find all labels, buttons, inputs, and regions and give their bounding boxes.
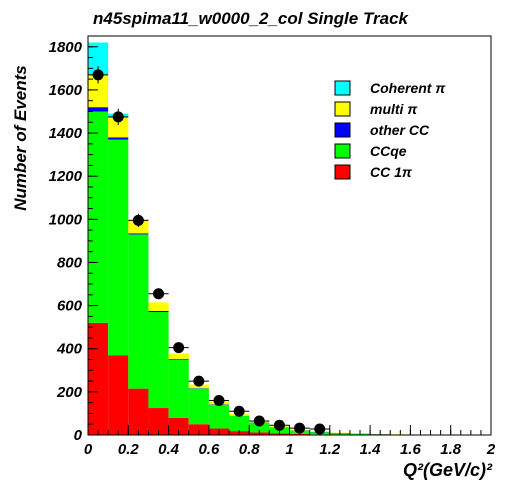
bar-segment	[108, 355, 129, 435]
bar-segment	[88, 74, 109, 108]
data-point	[112, 111, 124, 123]
x-tick-label: 1.2	[319, 441, 341, 458]
bar-segment	[168, 417, 189, 435]
bar-segment	[128, 234, 149, 389]
legend-label: Coherent π	[370, 80, 446, 96]
data-points	[88, 66, 330, 435]
y-tick-label: 400	[56, 341, 83, 358]
y-tick-label: 1000	[49, 211, 83, 228]
y-tick-label: 600	[57, 298, 83, 315]
y-tick-label: 1400	[49, 125, 83, 142]
y-tick-label: 0	[74, 427, 83, 444]
data-point	[153, 288, 165, 300]
axes: 0 0.2 0.4 0.6 0.8 1 1.2 1.4 1.6 1.8 2 0 200 400 600 800…	[49, 35, 496, 458]
bar-segment	[88, 322, 109, 435]
x-axis-label: Q²(GeV/c)²	[403, 460, 493, 480]
x-tick-label: 0.8	[239, 441, 261, 458]
bar-segment	[148, 312, 169, 409]
data-point	[273, 419, 285, 431]
legend-label: CC 1π	[370, 164, 413, 180]
bar-segment	[208, 404, 230, 429]
bar-segment	[108, 139, 129, 356]
legend-label: multi π	[370, 101, 418, 117]
legend-swatch	[334, 164, 351, 180]
bar-segment	[168, 359, 189, 418]
bar-segment	[148, 302, 169, 311]
x-tick-label: 1	[285, 441, 293, 458]
legend-swatch	[334, 143, 351, 159]
y-tick-label: 200	[56, 384, 83, 401]
legend-swatch	[334, 80, 351, 96]
chart-title: n45spima11_w0000_2_col Single Track	[93, 9, 410, 28]
data-point	[173, 342, 185, 354]
data-point	[314, 423, 326, 435]
x-tick-label: 0.6	[198, 441, 220, 458]
data-point	[132, 214, 144, 226]
bar-segment	[249, 422, 270, 433]
x-tick-label: 1.8	[440, 441, 462, 458]
x-tick-label: 1.4	[360, 441, 382, 458]
bar-segment	[229, 416, 250, 432]
data-point	[92, 69, 104, 81]
y-tick-label: 1200	[49, 168, 83, 185]
bar-segment	[188, 424, 209, 435]
data-point	[253, 415, 265, 427]
x-tick-label: 0	[84, 441, 93, 458]
x-tick-label: 1.6	[400, 441, 422, 458]
bar-segment	[108, 137, 129, 140]
legend-swatch	[334, 101, 351, 117]
bar-segment	[128, 233, 149, 235]
y-axis-label: Number of Events	[11, 65, 30, 210]
data-point	[294, 422, 306, 434]
bar-segment	[108, 117, 129, 138]
bar-segment	[148, 408, 169, 435]
bar-segment	[168, 353, 189, 359]
legend-label: CCqe	[370, 143, 407, 159]
data-point	[213, 394, 225, 406]
bar-segment	[88, 111, 109, 323]
data-point	[193, 375, 205, 387]
x-tick-label: 0.2	[118, 441, 140, 458]
bar-segment	[88, 107, 109, 112]
legend: Coherent π multi π other CC CCqe CC 1π	[334, 80, 446, 180]
y-tick-label: 1800	[49, 39, 83, 56]
bar-segment	[128, 388, 149, 435]
x-tick-label: 2	[486, 441, 496, 458]
bar-segment	[88, 42, 109, 75]
y-tick-label: 800	[57, 254, 83, 271]
legend-label: other CC	[370, 122, 430, 138]
bar-segment	[148, 310, 169, 313]
x-tick-label: 0.4	[158, 441, 180, 458]
y-tick-label: 1600	[49, 82, 83, 99]
bar-segment	[188, 388, 209, 425]
legend-swatch	[334, 122, 351, 138]
bar-segment	[168, 358, 189, 360]
data-point	[233, 405, 245, 417]
